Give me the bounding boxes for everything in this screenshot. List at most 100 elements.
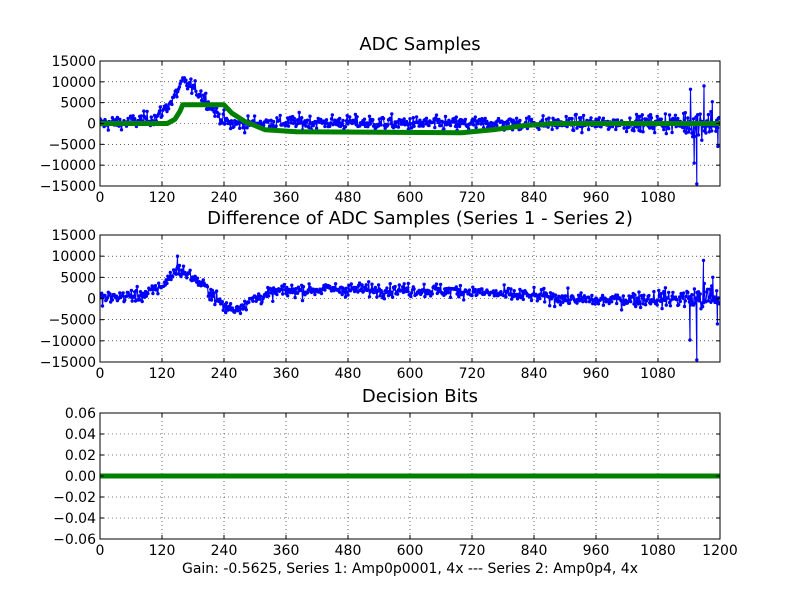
data-point — [705, 290, 709, 294]
data-point — [518, 287, 522, 292]
data-point — [499, 290, 503, 294]
data-point — [357, 124, 362, 128]
data-point — [574, 112, 578, 117]
data-point — [662, 289, 666, 294]
data-point — [564, 114, 568, 119]
data-point — [558, 303, 563, 307]
data-point — [687, 127, 692, 131]
data-point — [510, 297, 514, 301]
data-point — [438, 287, 442, 292]
data-point — [131, 114, 135, 118]
data-point — [443, 114, 448, 119]
data-point — [678, 299, 682, 304]
data-point — [238, 126, 242, 130]
data-point — [156, 292, 160, 296]
data-point — [202, 281, 206, 285]
data-point — [697, 299, 701, 303]
data-point — [189, 77, 193, 81]
data-point — [455, 292, 459, 296]
data-point — [621, 294, 625, 298]
data-point — [329, 117, 334, 121]
data-point — [644, 117, 649, 121]
y-tick-label: 10000 — [51, 75, 96, 91]
data-point — [407, 122, 411, 126]
data-point — [275, 292, 279, 297]
data-point — [134, 288, 139, 293]
data-point — [149, 287, 153, 291]
data-point — [349, 282, 353, 286]
data-point — [688, 87, 693, 92]
data-point — [473, 287, 477, 292]
x-tick-label: 1080 — [640, 366, 676, 382]
data-point — [702, 281, 706, 286]
data-point — [427, 123, 431, 128]
x-tick-label: 360 — [273, 190, 300, 206]
data-point — [119, 128, 124, 132]
data-point — [300, 116, 304, 120]
data-point — [666, 296, 670, 300]
x-tick-label: 600 — [397, 366, 424, 382]
data-point — [591, 301, 595, 306]
data-point — [292, 116, 296, 121]
data-point — [177, 263, 182, 268]
data-point — [244, 308, 248, 312]
data-point — [663, 112, 668, 116]
data-point — [410, 126, 414, 130]
data-point — [434, 282, 439, 286]
data-point — [553, 304, 557, 309]
data-point — [590, 293, 594, 298]
data-point — [323, 124, 327, 129]
data-point — [140, 299, 144, 304]
data-point — [340, 123, 344, 127]
data-point — [210, 288, 215, 293]
y-tick-label: 5000 — [60, 96, 96, 112]
data-point — [543, 300, 547, 304]
x-tick-label: 480 — [335, 366, 362, 382]
data-point — [563, 294, 568, 298]
data-point — [711, 275, 715, 279]
grid — [100, 235, 720, 362]
data-point — [575, 301, 579, 305]
data-point — [229, 119, 234, 123]
x-tick-label: 120 — [149, 543, 176, 559]
data-point — [110, 298, 115, 302]
data-point — [597, 116, 601, 120]
data-point — [667, 113, 672, 117]
data-point — [169, 277, 173, 282]
x-tick-label: 840 — [521, 543, 548, 559]
data-point — [198, 94, 202, 98]
data-point — [634, 299, 639, 303]
data-point — [529, 298, 534, 303]
data-point — [519, 294, 524, 298]
data-point — [166, 107, 171, 111]
data-point — [494, 289, 498, 293]
data-point — [437, 117, 441, 122]
data-point — [228, 122, 232, 126]
data-point — [274, 124, 278, 128]
data-point — [393, 284, 397, 289]
y-tick-label: −5000 — [49, 313, 96, 329]
data-point — [688, 338, 692, 342]
data-point — [213, 114, 217, 118]
data-point — [550, 127, 554, 132]
data-point — [204, 91, 208, 96]
data-point — [593, 302, 597, 306]
data-point — [632, 129, 636, 133]
data-point — [397, 283, 401, 287]
data-point — [642, 293, 646, 297]
data-point — [236, 309, 240, 313]
data-point — [626, 299, 630, 304]
data-point — [138, 290, 143, 294]
data-point — [584, 299, 588, 304]
x-tick-label: 240 — [211, 190, 238, 206]
x-tick-label: 960 — [583, 543, 610, 559]
data-point — [389, 122, 393, 126]
data-point — [401, 120, 406, 124]
data-point — [220, 300, 224, 304]
data-point — [438, 123, 443, 128]
data-point — [103, 293, 107, 298]
data-point — [130, 299, 134, 303]
y-tick-label: −10000 — [40, 158, 96, 174]
data-point — [647, 293, 651, 298]
